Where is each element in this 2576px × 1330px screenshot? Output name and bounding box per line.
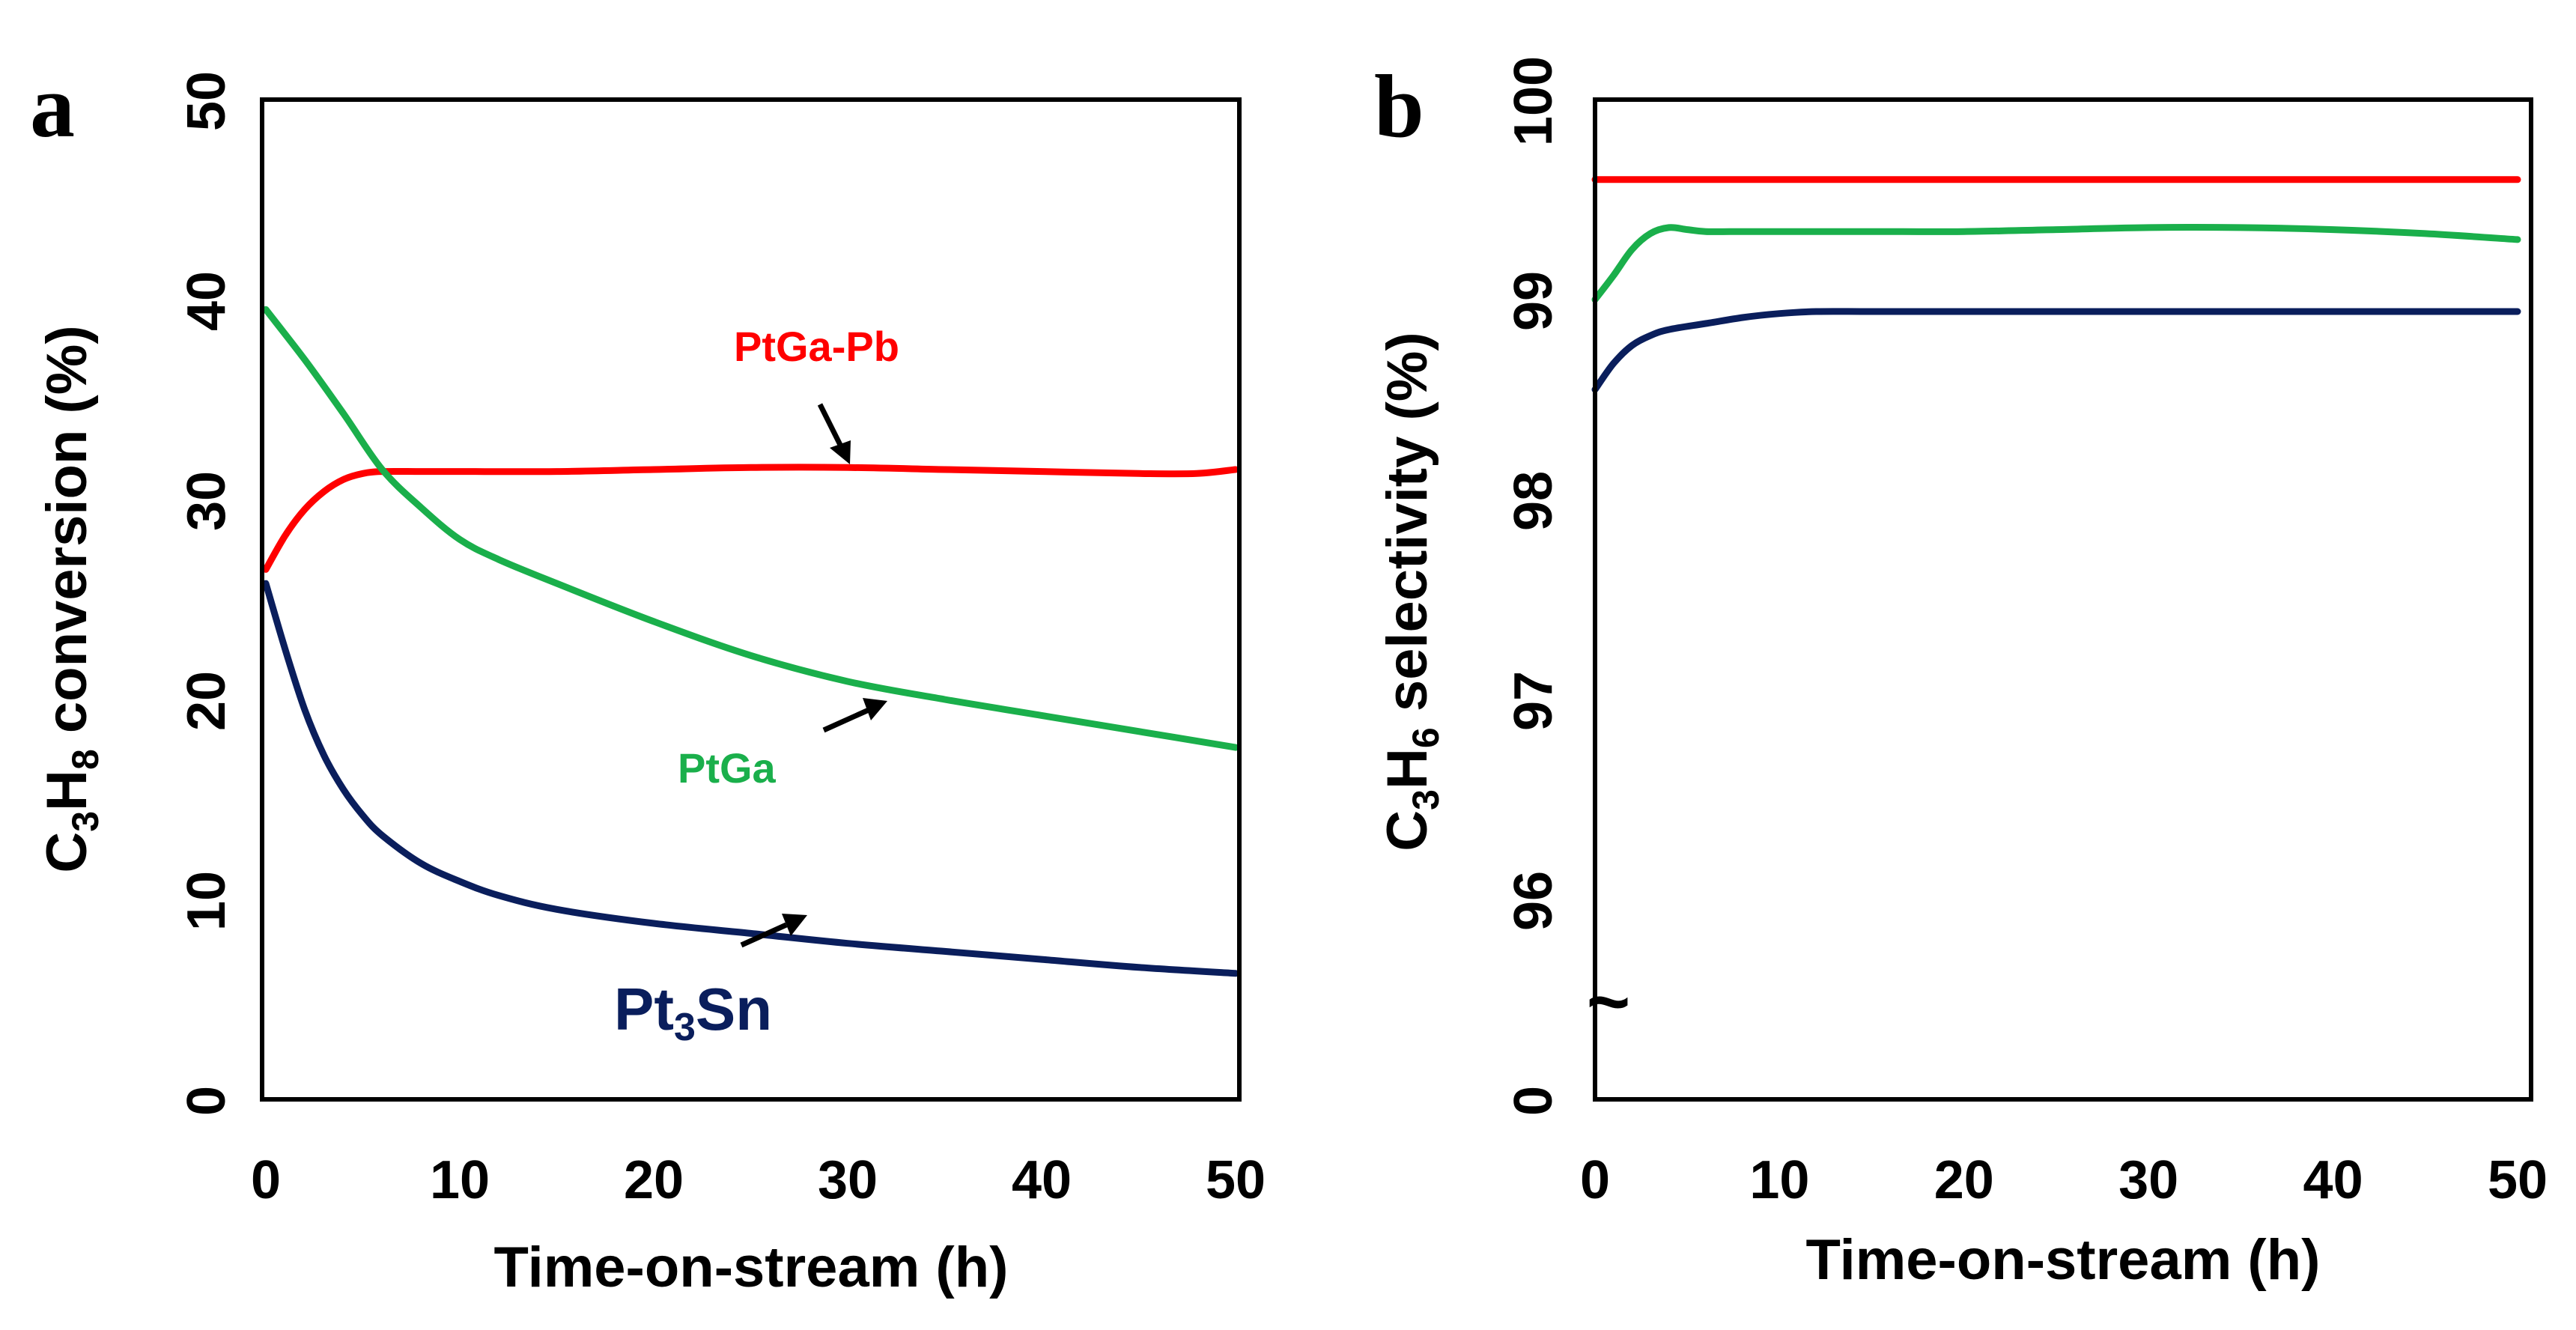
- panel-a-letter: a: [30, 56, 75, 156]
- panel-a-x-tick-0: 0: [251, 1150, 281, 1210]
- panel-b-x-tick-10: 10: [1749, 1150, 1809, 1210]
- panel-a-y-axis-label: C3H8 conversion (%): [35, 325, 106, 872]
- panel-b-x-tick-0: 0: [1580, 1150, 1610, 1210]
- panel-b-selectivity-chart: b 0 96 97 98 99 100 0 10 20 30 40 50 ~ Time-on-str…: [1374, 56, 2548, 1292]
- panel-a-series-pt3sn: [262, 580, 1239, 977]
- arrow-head-pt3sn: [782, 914, 807, 936]
- panel-b-y-tick-97: 97: [1504, 671, 1564, 731]
- arrow-pt3sn: [740, 922, 788, 948]
- panel-b-y-tick-96: 96: [1504, 871, 1564, 931]
- arrow-head-ptga-pb: [830, 440, 851, 464]
- annotation-ptga: PtGa: [678, 744, 777, 792]
- panel-a-x-tick-20: 20: [624, 1150, 684, 1210]
- panel-a-x-tick-30: 30: [818, 1150, 878, 1210]
- panel-a-y-tick-0: 0: [177, 1086, 237, 1116]
- panel-a-plot-frame: [260, 97, 1242, 1102]
- arrow-head-ptga: [863, 698, 887, 720]
- panel-a-y-tick-50: 50: [177, 71, 237, 131]
- arrow-ptga: [822, 707, 870, 733]
- annotation-pt3sn: Pt3Sn: [614, 976, 772, 1049]
- panel-a-series-group: [262, 306, 1239, 977]
- panel-a-x-tick-10: 10: [430, 1150, 490, 1210]
- panel-b-y-ticks: 0 96 97 98 99 100: [1504, 56, 1564, 1116]
- panel-b-y-axis-label: C3H6 selectivity (%): [1376, 332, 1447, 851]
- panel-a-y-tick-10: 10: [177, 871, 237, 931]
- panel-b-x-ticks: 0 10 20 30 40 50: [1580, 1150, 2548, 1210]
- panel-b-x-axis-label: Time-on-stream (h): [1806, 1228, 2321, 1292]
- panel-a-series-ptga: [262, 306, 1239, 751]
- panel-a-y-tick-20: 20: [177, 671, 237, 731]
- panel-a-y-ticks: 0 10 20 30 40 50: [177, 71, 237, 1116]
- panel-b-plot-frame: [1593, 97, 2533, 1102]
- annotation-ptga-pb: PtGa-Pb: [734, 323, 899, 370]
- panel-b-letter: b: [1374, 56, 1424, 156]
- panel-a-conversion-chart: a 0 10 20 30 40 50 0 10 20 30 40 50 Time-on-stream…: [30, 56, 1266, 1299]
- panel-b-y-tick-100: 100: [1504, 56, 1564, 146]
- arrow-ptga-pb: [817, 403, 845, 451]
- panel-a-x-tick-50: 50: [1206, 1150, 1266, 1210]
- panel-a-y-tick-30: 30: [177, 471, 237, 531]
- panel-b-series-group: [1591, 176, 2521, 393]
- panel-b-y-tick-0: 0: [1504, 1086, 1564, 1116]
- panel-a-x-ticks: 0 10 20 30 40 50: [251, 1150, 1266, 1210]
- panel-a-x-tick-40: 40: [1012, 1150, 1072, 1210]
- panel-b-axis-break: ~: [1587, 960, 1630, 1044]
- panel-b-x-tick-40: 40: [2303, 1150, 2363, 1210]
- panel-a-y-tick-40: 40: [177, 271, 237, 331]
- panel-a-x-axis-label: Time-on-stream (h): [494, 1236, 1009, 1299]
- panel-b-x-tick-30: 30: [2118, 1150, 2178, 1210]
- panel-a-series-ptga-pb: [262, 464, 1239, 573]
- panel-b-x-tick-20: 20: [1934, 1150, 1994, 1210]
- panel-b-series-ptga: [1591, 224, 2521, 303]
- panel-b-series-pt3sn: [1591, 308, 2521, 393]
- panel-b-y-tick-98: 98: [1504, 471, 1564, 531]
- panel-b-x-tick-50: 50: [2488, 1150, 2548, 1210]
- panel-b-y-tick-99: 99: [1504, 271, 1564, 331]
